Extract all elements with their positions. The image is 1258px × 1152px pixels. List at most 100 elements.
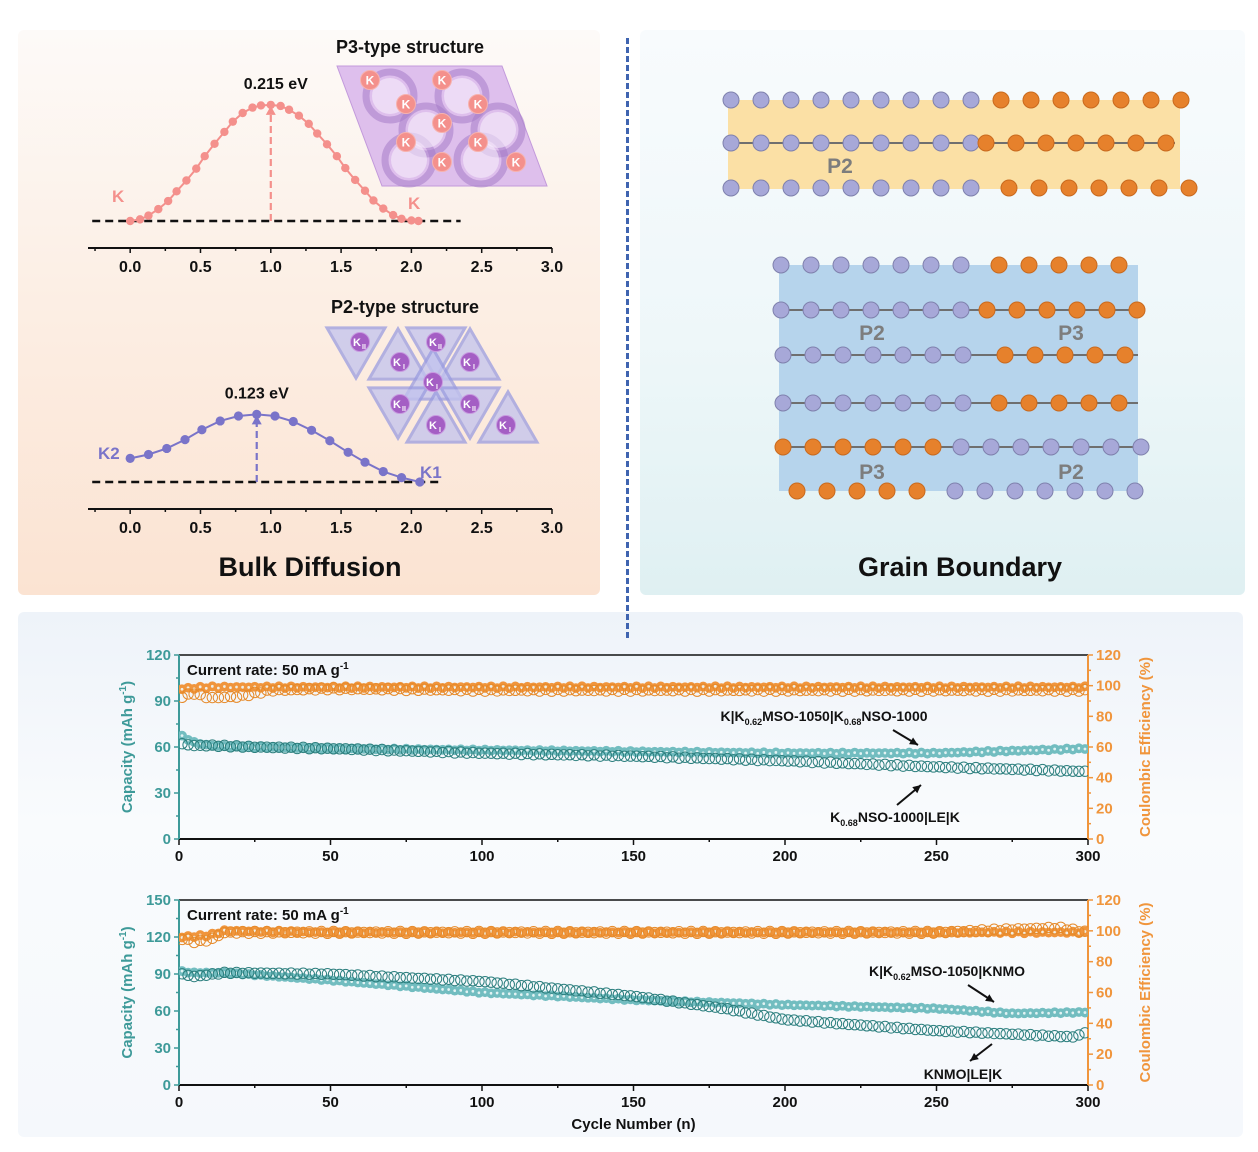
data-marker-hollow — [879, 684, 891, 697]
left-y-axis-title: Capacity (mAh g-1) — [118, 681, 136, 813]
p2-atom — [812, 91, 830, 109]
data-marker-highlight — [1016, 749, 1020, 753]
data-marker-highlight — [822, 752, 826, 755]
data-marker-hollow — [752, 683, 764, 696]
data-marker-highlight — [223, 685, 226, 688]
data-marker-highlight — [998, 931, 1002, 935]
data-marker-hollow — [521, 979, 534, 992]
k-ion-subscript: II — [402, 406, 406, 413]
p3-atom — [1120, 179, 1138, 197]
data-marker-hollow — [1042, 765, 1055, 777]
data-marker-hollow — [642, 992, 655, 1004]
data-marker-hollow — [412, 684, 425, 697]
data-marker-highlight — [950, 684, 954, 688]
data-marker-hollow — [327, 743, 340, 755]
data-marker-hollow — [236, 741, 249, 753]
data-marker-hollow — [376, 743, 388, 756]
data-marker-highlight — [1077, 1010, 1081, 1014]
data-marker-hollow — [915, 685, 928, 697]
data-marker-highlight — [944, 1007, 947, 1011]
data-marker-highlight — [295, 976, 299, 980]
data-marker-hollow — [727, 926, 740, 939]
x-tick-label: 100 — [469, 1094, 494, 1111]
p2-atom — [962, 179, 980, 197]
data-marker-hollow — [182, 969, 194, 982]
data-marker-highlight — [853, 751, 857, 755]
data-marker-hollow — [588, 926, 600, 939]
data-marker-hollow — [424, 746, 437, 758]
data-marker-hollow — [333, 968, 346, 981]
data-marker-highlight — [532, 994, 535, 997]
data-marker-hollow — [933, 925, 946, 938]
data-marker-hollow — [867, 1020, 879, 1032]
data-marker-hollow — [200, 969, 212, 981]
data-marker-hollow — [970, 1026, 982, 1038]
data-marker-highlight — [477, 991, 481, 995]
data-marker-hollow — [249, 967, 261, 980]
data-marker-hollow — [485, 976, 497, 988]
data-marker-hollow — [200, 935, 212, 947]
data-marker-hollow — [1006, 763, 1018, 776]
data-marker-hollow — [400, 927, 412, 939]
data-marker-hollow — [945, 1025, 958, 1037]
data-marker-hollow — [406, 683, 419, 695]
data-marker-highlight — [816, 751, 820, 755]
data-marker-hollow — [855, 925, 867, 938]
data-marker-hollow — [376, 927, 388, 939]
data-marker-highlight — [883, 751, 887, 755]
data-marker-hollow — [721, 1003, 734, 1015]
data-marker-hollow — [873, 759, 885, 771]
axis-title-text: Capacity (mAh g — [119, 940, 136, 1058]
data-marker-highlight — [816, 1003, 820, 1007]
data-marker-highlight — [877, 751, 881, 755]
data-marker-hollow — [806, 926, 818, 938]
energy-point — [312, 129, 322, 138]
data-marker-hollow — [685, 998, 697, 1011]
data-marker-hollow — [1030, 764, 1043, 777]
data-marker-hollow — [212, 968, 225, 980]
p2-atom — [976, 482, 994, 500]
k-ion-label: K — [463, 399, 471, 411]
data-marker-hollow — [1000, 923, 1012, 935]
data-marker-hollow — [697, 925, 709, 938]
data-marker-highlight — [701, 685, 705, 688]
data-marker-highlight — [1029, 1011, 1032, 1015]
data-marker-hollow — [745, 927, 758, 939]
data-marker-hollow — [297, 927, 309, 939]
data-marker-hollow — [552, 983, 564, 995]
data-marker-highlight — [786, 1003, 790, 1006]
bulk-diffusion-title: Bulk Diffusion — [218, 552, 402, 582]
data-marker-hollow — [945, 761, 958, 773]
data-marker-hollow — [909, 925, 921, 938]
data-marker-hollow — [358, 744, 370, 756]
data-marker-highlight — [410, 985, 414, 989]
k-ion-subscript: II — [438, 344, 442, 351]
data-marker-hollow — [291, 742, 303, 755]
energy-point — [304, 119, 313, 128]
data-marker-hollow — [1048, 922, 1061, 935]
data-marker-hollow — [400, 684, 412, 697]
data-marker-hollow — [515, 748, 528, 761]
data-marker-hollow — [364, 743, 376, 755]
data-marker-hollow — [752, 1009, 764, 1021]
data-marker-hollow — [885, 760, 897, 772]
data-marker-hollow — [267, 741, 279, 754]
data-marker-hollow — [1000, 1028, 1012, 1040]
energy-point — [248, 103, 257, 112]
k-ion — [496, 415, 516, 435]
data-marker-highlight — [447, 748, 451, 751]
energy-point — [407, 216, 416, 225]
data-marker-hollow — [236, 925, 249, 938]
label-subscript: 0.68 — [840, 818, 858, 828]
p3-atom — [1150, 179, 1168, 197]
data-marker-hollow — [800, 1015, 812, 1027]
data-marker-highlight — [423, 986, 426, 990]
p3-atom — [1180, 179, 1198, 197]
data-marker-hollow — [285, 683, 297, 696]
data-marker-hollow — [370, 744, 382, 757]
data-marker-hollow — [903, 927, 915, 939]
data-marker-highlight — [998, 749, 1002, 753]
data-marker-highlight — [950, 1008, 954, 1011]
p2-atom — [922, 256, 940, 274]
data-marker-hollow — [976, 924, 988, 936]
